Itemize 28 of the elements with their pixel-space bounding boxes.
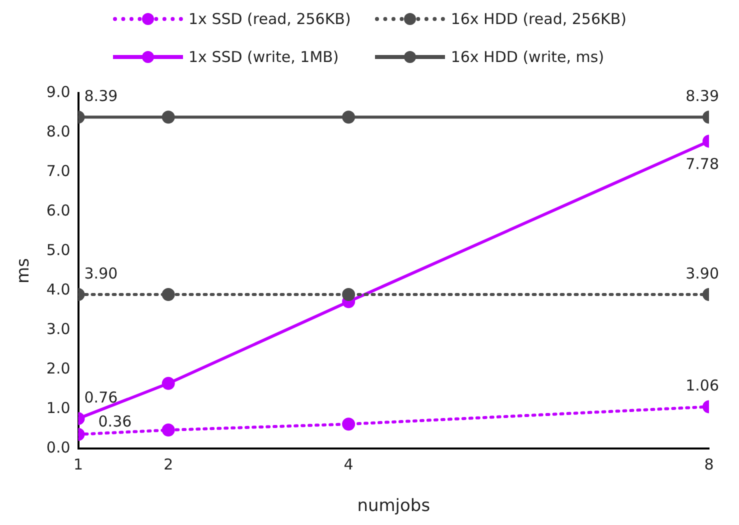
data-label: 8.39 <box>686 86 719 105</box>
data-label: 0.76 <box>84 388 118 406</box>
y-tick-label: 2.0 <box>46 359 70 378</box>
x-axis-title: numjobs <box>357 496 430 516</box>
y-tick-label: 3.0 <box>46 320 70 338</box>
y-tick-label: 6.0 <box>46 201 70 220</box>
y-tick-label: 5.0 <box>46 240 70 259</box>
data-label: 8.39 <box>84 86 118 105</box>
data-label: 0.36 <box>98 412 132 430</box>
data-label: 3.90 <box>686 264 719 282</box>
legend-label: 1x SSD (write, 1MB) <box>188 48 339 66</box>
x-tick-label: 1 <box>73 455 84 474</box>
data-label: 3.90 <box>84 264 118 282</box>
x-tick-label: 2 <box>164 455 174 474</box>
y-tick-label: 8.0 <box>46 122 70 140</box>
legend-label: 1x SSD (read, 256KB) <box>188 10 351 28</box>
y-tick-label: 0.0 <box>46 438 70 456</box>
y-tick-label: 4.0 <box>46 280 70 298</box>
legend-label: 16x HDD (read, 256KB) <box>450 10 626 28</box>
y-axis-title: ms <box>14 258 34 284</box>
y-tick-label: 7.0 <box>46 162 70 180</box>
data-label: 7.78 <box>686 155 719 174</box>
data-label: 1.06 <box>686 376 719 395</box>
y-tick-label: 9.0 <box>46 82 70 101</box>
x-tick-label: 4 <box>344 455 354 474</box>
legend-label: 16x HDD (write, ms) <box>450 48 604 66</box>
y-tick-label: 1.0 <box>46 398 70 417</box>
x-tick-label: 8 <box>704 455 714 474</box>
